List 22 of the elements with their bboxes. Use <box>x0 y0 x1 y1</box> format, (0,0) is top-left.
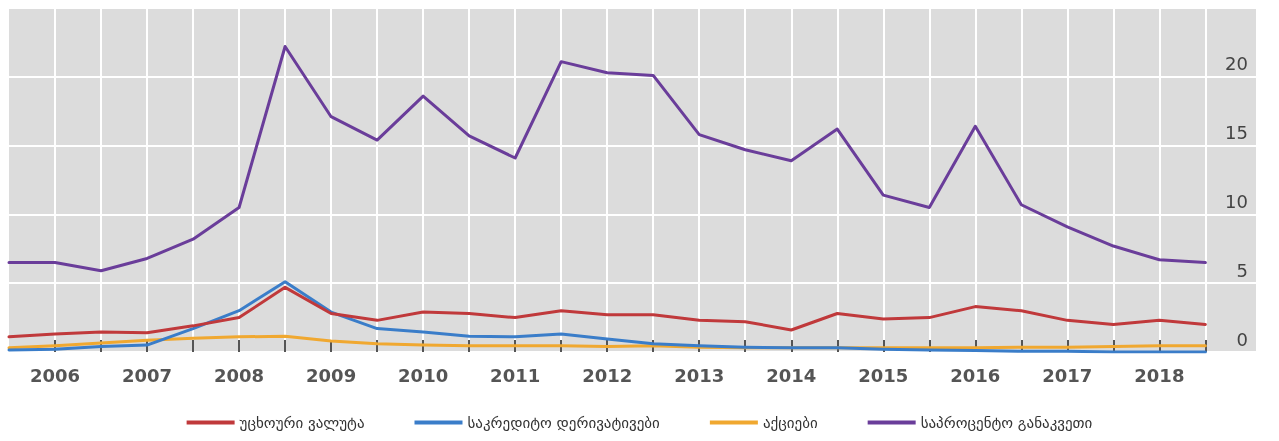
x-tick-label: 2010 <box>398 364 449 386</box>
x-tick-label: 2012 <box>582 364 633 386</box>
legend-label: საპროცენტო განაკვეთი <box>920 413 1093 432</box>
y-tick-label: 10 <box>1225 190 1248 212</box>
x-tick-label: 2006 <box>29 364 81 386</box>
x-tick-label: 2014 <box>766 364 817 386</box>
y-tick-label: 5 <box>1236 259 1248 281</box>
x-tick-label: 2009 <box>306 364 357 386</box>
x-tick-label: 2015 <box>858 364 909 386</box>
x-tick-label: 2013 <box>674 364 725 386</box>
y-tick-label: 15 <box>1225 122 1248 144</box>
y-tick-label: 0 <box>1236 328 1248 350</box>
legend-label: უცხოური ვალუტა <box>239 413 365 432</box>
y-tick-label: 20 <box>1225 53 1248 75</box>
legend-label: აქციები <box>762 413 818 432</box>
x-tick-label: 2016 <box>950 364 1001 386</box>
x-tick-label: 2017 <box>1042 364 1093 386</box>
x-tick-label: 2008 <box>214 364 265 386</box>
legend-label: საკრედიტო დერივატივები <box>467 413 661 432</box>
x-tick-label: 2011 <box>490 364 541 386</box>
x-tick-label: 2018 <box>1134 364 1185 386</box>
x-tick-label: 2007 <box>121 364 173 386</box>
